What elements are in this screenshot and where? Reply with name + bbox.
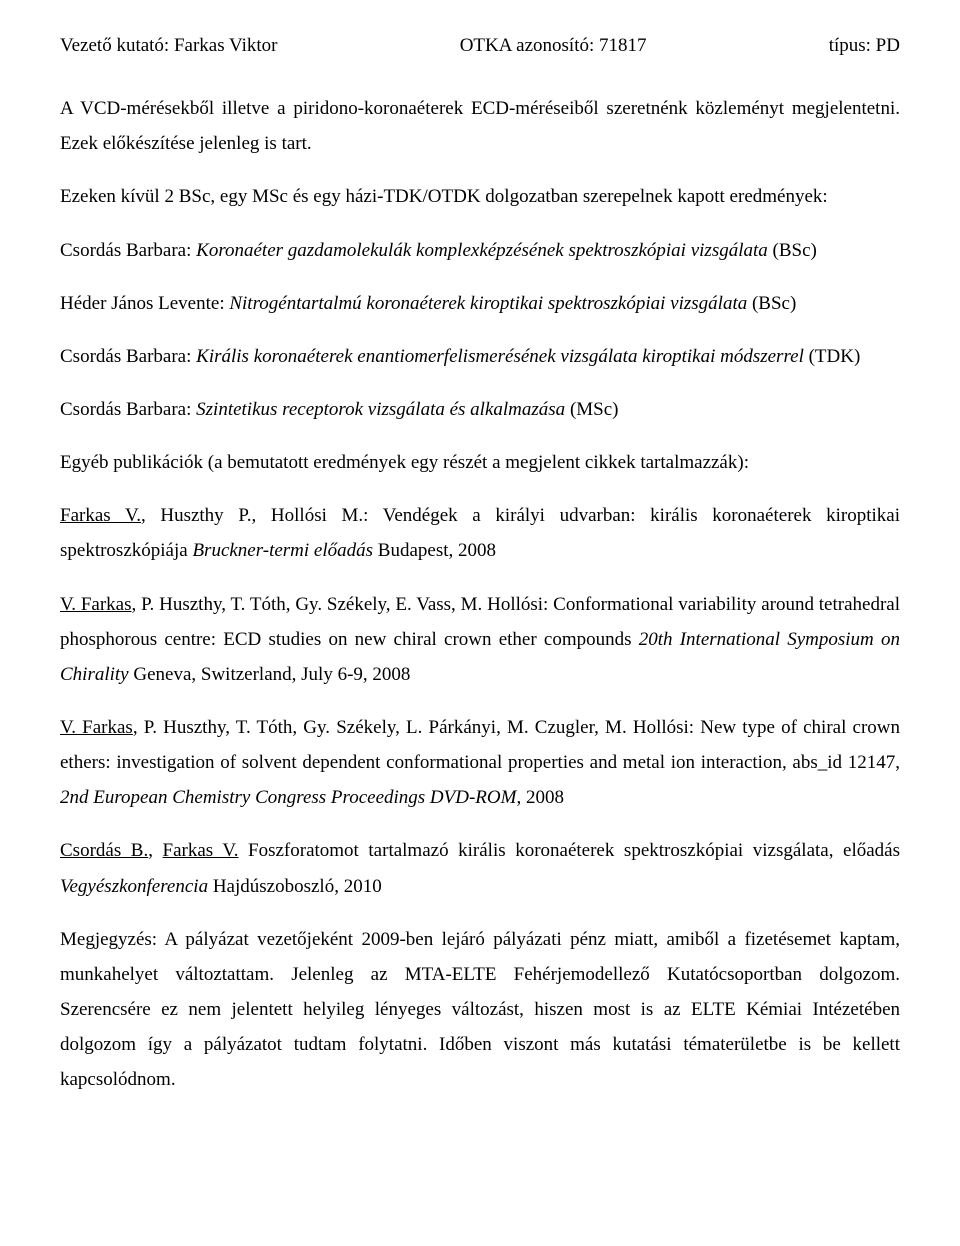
document-page: Vezető kutató: Farkas Viktor OTKA azonos…: [0, 0, 960, 1246]
thesis-title: Nitrogéntartalmú koronaéterek kiroptikai…: [229, 293, 747, 314]
pub-tail: Budapest, 2008: [373, 540, 496, 561]
venue: Vegyészkonferencia: [60, 876, 208, 897]
pub-tail: Geneva, Switzerland, July 6-9, 2008: [129, 664, 411, 685]
paragraph-theses-intro: Ezeken kívül 2 BSc, egy MSc és egy házi-…: [60, 179, 900, 214]
author-highlight: Farkas V.: [60, 505, 141, 526]
paragraph-intro: A VCD-mérésekből illetve a piridono-koro…: [60, 91, 900, 161]
publication-3: V. Farkas, P. Huszthy, T. Tóth, Gy. Szék…: [60, 710, 900, 815]
degree-tag: (BSc): [768, 240, 817, 261]
author: Csordás Barbara:: [60, 240, 196, 261]
pub-text: , P. Huszthy, T. Tóth, Gy. Székely, L. P…: [60, 717, 900, 773]
thesis-csordas-msc: Csordás Barbara: Szintetikus receptorok …: [60, 392, 900, 427]
page-header: Vezető kutató: Farkas Viktor OTKA azonos…: [60, 28, 900, 63]
paragraph-other-pubs: Egyéb publikációk (a bemutatott eredmény…: [60, 445, 900, 480]
header-right: típus: PD: [829, 28, 900, 63]
paragraph-note: Megjegyzés: A pályázat vezetőjeként 2009…: [60, 922, 900, 1098]
author-highlight: V. Farkas: [60, 717, 133, 738]
header-center: OTKA azonosító: 71817: [460, 28, 647, 63]
author-farkas: Farkas V.: [163, 840, 239, 861]
publication-4: Csordás B., Farkas V. Foszforatomot tart…: [60, 833, 900, 903]
degree-tag: (MSc): [565, 399, 618, 420]
author-highlight: V. Farkas: [60, 594, 132, 615]
thesis-title: Szintetikus receptorok vizsgálata és alk…: [196, 399, 565, 420]
thesis-title: Királis koronaéterek enantiomerfelismeré…: [196, 346, 804, 367]
venue: Bruckner-termi előadás: [192, 540, 373, 561]
thesis-title: Koronaéter gazdamolekulák komplexképzésé…: [196, 240, 768, 261]
degree-tag: (TDK): [804, 346, 860, 367]
pub-tail: Hajdúszoboszló, 2010: [208, 876, 382, 897]
degree-tag: (BSc): [747, 293, 796, 314]
pub-tail: , 2008: [516, 787, 564, 808]
author-csordas: Csordás B.: [60, 840, 148, 861]
publication-2: V. Farkas, P. Huszthy, T. Tóth, Gy. Szék…: [60, 587, 900, 692]
author: Héder János Levente:: [60, 293, 229, 314]
venue: 2nd European Chemistry Congress Proceedi…: [60, 787, 516, 808]
publication-1: Farkas V., Huszthy P., Hollósi M.: Vendé…: [60, 498, 900, 568]
thesis-csordas-tdk: Csordás Barbara: Királis koronaéterek en…: [60, 339, 900, 374]
author: Csordás Barbara:: [60, 346, 196, 367]
author: Csordás Barbara:: [60, 399, 196, 420]
thesis-csordas-bsc: Csordás Barbara: Koronaéter gazdamolekul…: [60, 233, 900, 268]
pub-text: Foszforatomot tartalmazó királis koronaé…: [238, 840, 900, 861]
header-left: Vezető kutató: Farkas Viktor: [60, 28, 278, 63]
comma: ,: [148, 840, 162, 861]
thesis-heder-bsc: Héder János Levente: Nitrogéntartalmú ko…: [60, 286, 900, 321]
